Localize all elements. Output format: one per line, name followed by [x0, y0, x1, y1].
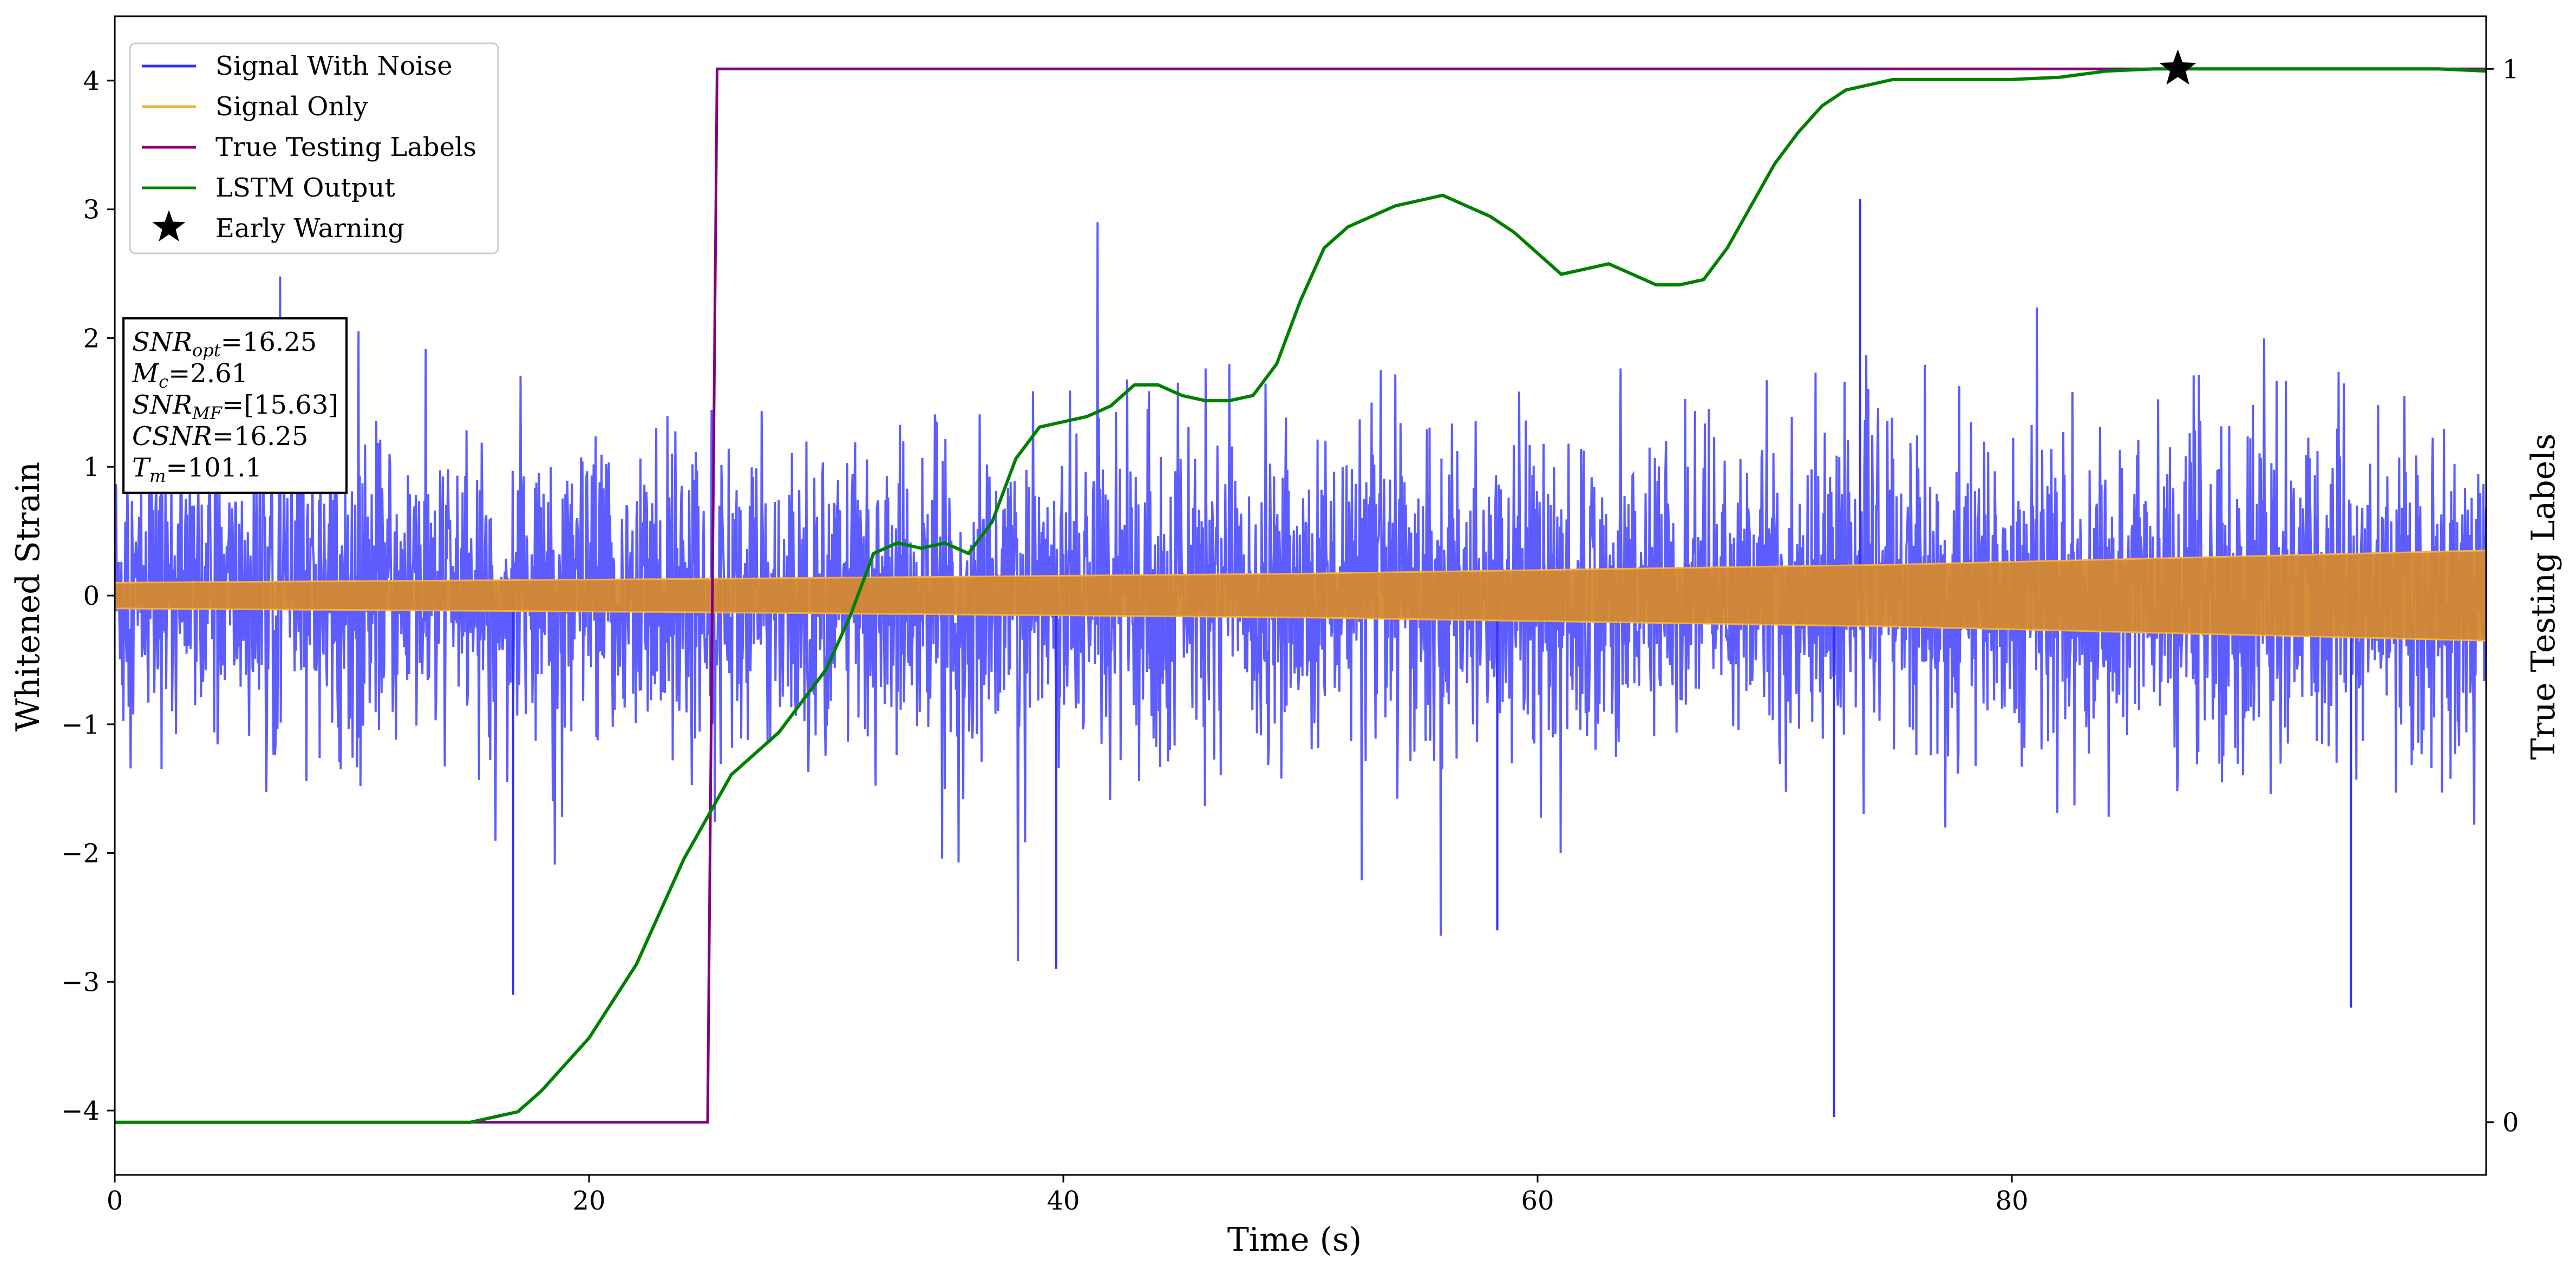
y-tick-label: 4 [83, 66, 100, 96]
early-warning-series [2159, 49, 2196, 85]
legend-label-early-warning: Early Warning [215, 213, 404, 244]
y-tick-label: 2 [83, 323, 100, 354]
y2-tick-label: 0 [2502, 1108, 2519, 1138]
x-tick-label: 20 [572, 1186, 605, 1216]
signal-only-band [115, 550, 2486, 642]
x-tick-label: 0 [107, 1186, 123, 1216]
x-axis-label: Time (s) [1227, 1221, 1362, 1259]
lstm-output-series [115, 67, 2486, 1124]
y2-tick-label: 1 [2502, 54, 2519, 84]
y-tick-label: 3 [83, 195, 100, 225]
y-axis-ticks: −4 −3 −2 −1 0 1 2 3 4 [61, 66, 115, 1126]
y2-axis-ticks: 01 [2486, 54, 2519, 1138]
info-csnr: CSNR=16.25 [132, 421, 308, 452]
y-tick-label: −4 [61, 1096, 100, 1126]
early-warning-star [2159, 49, 2196, 85]
legend-label-signal-only: Signal Only [215, 92, 368, 122]
legend-box [129, 42, 499, 254]
y-tick-label: 0 [83, 581, 100, 611]
legend-label-true-testing-labels: True Testing Labels [215, 132, 476, 162]
info-box-frame [122, 317, 348, 494]
x-tick-label: 40 [1047, 1186, 1080, 1216]
y-tick-label: 1 [83, 452, 100, 482]
x-tick-label: 60 [1521, 1186, 1554, 1216]
info-tm: Tm=101.1 [132, 453, 262, 486]
legend-star-icon [152, 210, 186, 241]
signal-with-noise-series [115, 199, 2486, 1117]
x-axis-ticks: 0 20 40 60 80 [107, 1175, 2029, 1216]
legend: Signal With Noise Signal Only True Testi… [129, 42, 499, 254]
y-tick-label: −1 [61, 710, 100, 740]
plot-area [115, 49, 2486, 1124]
info-snr-mf: SNRMF=[15.63] [132, 390, 338, 423]
info-snr-opt: SNRopt=16.25 [132, 327, 317, 361]
legend-label-signal-with-noise: Signal With Noise [215, 51, 453, 81]
y-tick-label: −3 [61, 967, 100, 997]
info-box: SNRopt=16.25 Mc=2.61 SNRMF=[15.63] CSNR=… [122, 317, 348, 494]
x-tick-label: 80 [1995, 1186, 2028, 1216]
y2-axis-label: True Testing Labels [2525, 434, 2562, 760]
signal-only-series [115, 550, 2486, 642]
info-mc: Mc=2.61 [132, 358, 248, 392]
legend-label-lstm-output: LSTM Output [215, 173, 395, 203]
lstm-output-line [115, 67, 2486, 1124]
y-axis-label: Whitened Strain [9, 462, 47, 731]
y-tick-label: −2 [61, 839, 100, 869]
